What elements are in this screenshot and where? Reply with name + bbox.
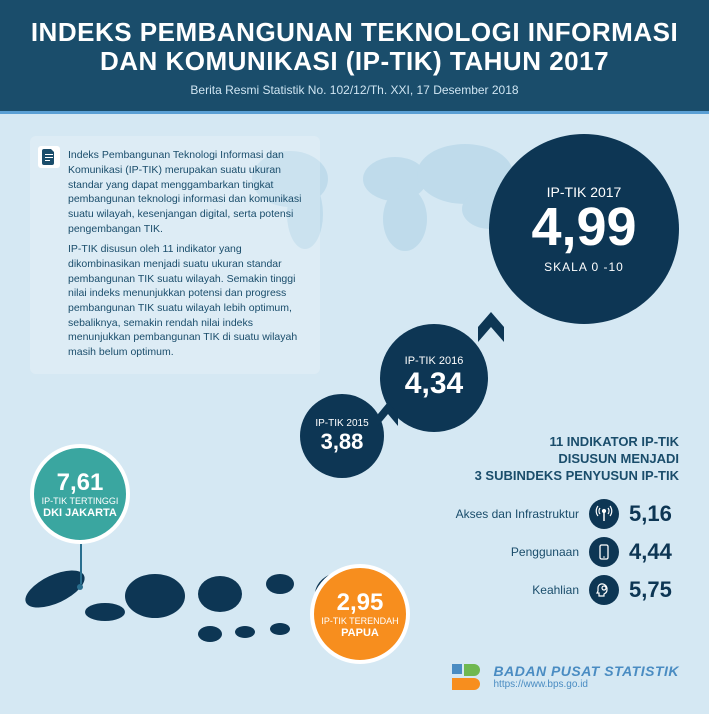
title-line-1: INDEKS PEMBANGUNAN TEKNOLOGI INFORMASI <box>31 17 678 47</box>
description-para-2: IP-TIK disusun oleh 11 indikator yang di… <box>68 242 306 360</box>
description-box: Indeks Pembangunan Teknologi Informasi d… <box>30 136 320 374</box>
iptik-2017-circle: IP-TIK 2017 4,99 SKALA 0 -10 <box>489 134 679 324</box>
subindex-value: 5,75 <box>629 577 679 603</box>
org-url: https://www.bps.go.id <box>494 679 680 690</box>
lowest-value: 2,95 <box>337 589 384 617</box>
subindex-panel: 11 INDIKATOR IP-TIK DISUSUN MENJADI 3 SU… <box>449 434 679 613</box>
pin-line <box>80 544 82 584</box>
subindex-row-skill: Keahlian 5,75 <box>449 575 679 605</box>
title-line-2: DAN KOMUNIKASI (IP-TIK) TAHUN 2017 <box>100 46 609 76</box>
lowest-province-circle: 2,95 IP-TIK TERENDAH PAPUA <box>310 564 410 664</box>
content: Indeks Pembangunan Teknologi Informasi d… <box>0 114 709 714</box>
subindex-label: Akses dan Infrastruktur <box>456 507 579 521</box>
document-icon <box>38 146 60 168</box>
subindex-heading: 11 INDIKATOR IP-TIK DISUSUN MENJADI 3 SU… <box>449 434 679 485</box>
page-title: INDEKS PEMBANGUNAN TEKNOLOGI INFORMASI D… <box>30 18 679 75</box>
lowest-label-1: IP-TIK TERENDAH <box>321 617 398 627</box>
subindex-row-access: Akses dan Infrastruktur 5,16 <box>449 499 679 529</box>
bps-logo-icon <box>448 658 484 694</box>
arrow-up-icon <box>478 312 504 342</box>
highest-province-circle: 7,61 IP-TIK TERTINGGI DKI JAKARTA <box>30 444 130 544</box>
subindex-row-usage: Penggunaan 4,44 <box>449 537 679 567</box>
description-para-1: Indeks Pembangunan Teknologi Informasi d… <box>68 148 306 236</box>
highest-label-1: IP-TIK TERTINGGI <box>42 497 119 507</box>
subindex-label: Keahlian <box>532 583 579 597</box>
subindex-value: 4,44 <box>629 539 679 565</box>
org-name: BADAN PUSAT STATISTIK <box>494 663 680 679</box>
iptik-2016-label: IP-TIK 2016 <box>405 355 464 367</box>
iptik-2017-scale: SKALA 0 -10 <box>544 260 624 274</box>
iptik-2016-value: 4,34 <box>405 367 463 401</box>
subindex-label: Penggunaan <box>511 545 579 559</box>
footer-text: BADAN PUSAT STATISTIK https://www.bps.go… <box>494 663 680 690</box>
footer: BADAN PUSAT STATISTIK https://www.bps.go… <box>448 658 680 694</box>
iptik-2015-label: IP-TIK 2015 <box>315 418 368 429</box>
header: INDEKS PEMBANGUNAN TEKNOLOGI INFORMASI D… <box>0 0 709 114</box>
iptik-2015-circle: IP-TIK 2015 3,88 <box>300 394 384 478</box>
lowest-label-2: PAPUA <box>341 627 379 639</box>
subindex-value: 5,16 <box>629 501 679 527</box>
highest-value: 7,61 <box>57 469 104 497</box>
antenna-icon <box>589 499 619 529</box>
iptik-2017-value: 4,99 <box>531 200 636 254</box>
phone-icon <box>589 537 619 567</box>
arrow-up-icon <box>378 402 398 426</box>
brain-gear-icon <box>589 575 619 605</box>
highest-label-2: DKI JAKARTA <box>43 507 117 519</box>
page-subtitle: Berita Resmi Statistik No. 102/12/Th. XX… <box>30 83 679 97</box>
iptik-2015-value: 3,88 <box>321 429 364 455</box>
